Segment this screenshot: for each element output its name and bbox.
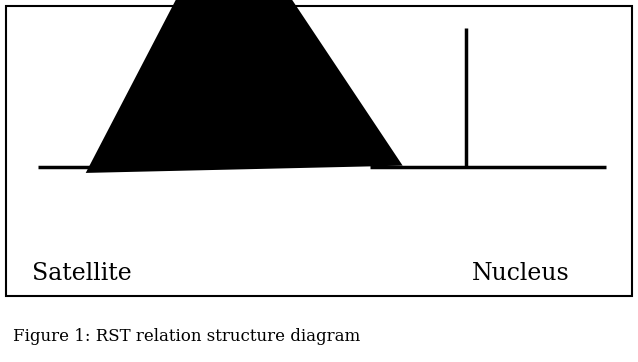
Text: Satellite: Satellite <box>32 262 131 286</box>
Text: Nucleus: Nucleus <box>472 262 570 286</box>
Text: Figure 1: RST relation structure diagram: Figure 1: RST relation structure diagram <box>13 328 360 345</box>
Text: Relation: Relation <box>193 33 292 56</box>
